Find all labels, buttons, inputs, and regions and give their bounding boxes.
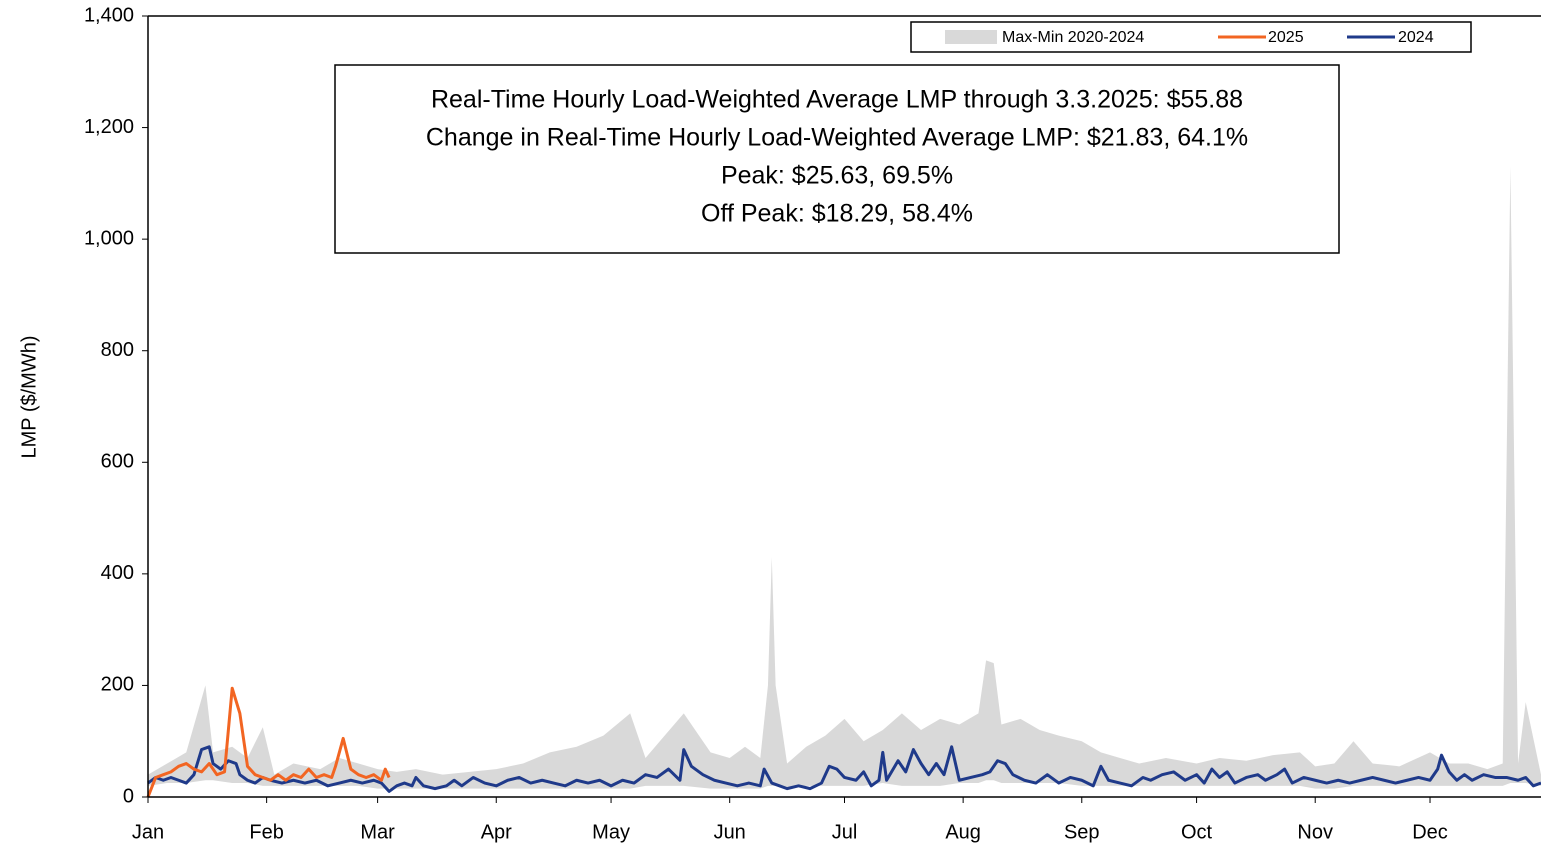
x-tick-label: Dec bbox=[1412, 821, 1448, 843]
legend-label: 2025 bbox=[1268, 29, 1304, 46]
y-tick-label: 800 bbox=[101, 339, 134, 361]
min-max-band bbox=[148, 166, 1541, 789]
annotation-box bbox=[334, 64, 1340, 254]
x-tick-label: Apr bbox=[481, 821, 512, 843]
annotation-text: Real-Time Hourly Load-Weighted Average L… bbox=[431, 86, 1243, 114]
x-tick-label: Jan bbox=[132, 821, 164, 843]
annotation-text: Peak: $25.63, 69.5% bbox=[721, 162, 953, 190]
x-tick-label: Aug bbox=[945, 821, 981, 843]
line-2024 bbox=[147, 745, 1541, 793]
legend-box bbox=[910, 21, 1472, 53]
x-tick-label: Sep bbox=[1064, 821, 1100, 843]
x-tick-label: Mar bbox=[360, 821, 395, 843]
x-tick-label: Feb bbox=[249, 821, 283, 843]
legend-swatch bbox=[945, 30, 997, 44]
annotation-text: Off Peak: $18.29, 58.4% bbox=[701, 200, 973, 228]
x-tick-label: Jul bbox=[832, 821, 858, 843]
legend-label: Max-Min 2020-2024 bbox=[1002, 29, 1144, 46]
y-tick-label: 1,400 bbox=[84, 4, 134, 26]
y-axis-label: LMP ($/MWh) bbox=[18, 336, 40, 459]
line-2025 bbox=[146, 686, 391, 798]
y-tick-label: 400 bbox=[101, 562, 134, 584]
legend-label: 2024 bbox=[1398, 29, 1434, 46]
y-tick-label: 200 bbox=[101, 674, 134, 696]
x-tick-label: Nov bbox=[1297, 821, 1333, 843]
x-tick-label: Jun bbox=[714, 821, 746, 843]
y-tick-label: 600 bbox=[101, 451, 134, 473]
y-tick-label: 0 bbox=[123, 785, 134, 807]
y-tick-label: 1,000 bbox=[84, 227, 134, 249]
y-tick-label: 1,200 bbox=[84, 116, 134, 138]
x-tick-label: Oct bbox=[1181, 821, 1213, 843]
annotation-text: Change in Real-Time Hourly Load-Weighted… bbox=[426, 124, 1248, 152]
x-tick-label: May bbox=[592, 821, 630, 843]
